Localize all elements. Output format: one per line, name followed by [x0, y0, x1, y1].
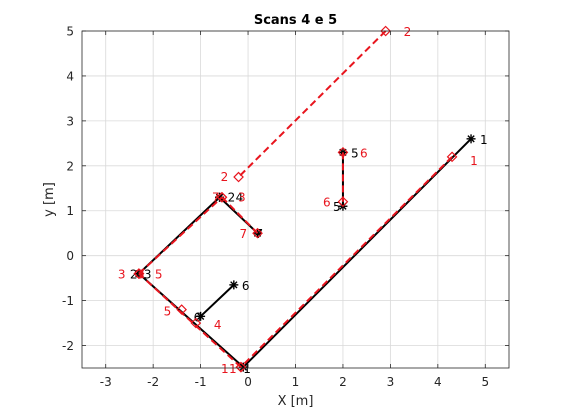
y-tick-label: 4 [66, 69, 74, 83]
asterisk-marker [467, 134, 476, 143]
point-label-red: 3 [137, 268, 145, 282]
point-label-red: 1 [221, 362, 229, 376]
x-tick-label: 2 [339, 375, 347, 389]
point-label-red: 2 [221, 170, 229, 184]
y-tick-label: 1 [66, 204, 74, 218]
point-label-black: 1 [243, 362, 251, 376]
y-axis-label: y [m] [42, 182, 57, 217]
point-label-black: 5 [351, 146, 359, 160]
y-tick-label: 3 [66, 114, 74, 128]
x-tick-label: 1 [292, 375, 300, 389]
x-tick-label: 4 [434, 375, 442, 389]
point-label-red: 1 [470, 154, 478, 168]
point-label-red: 3 [118, 268, 126, 282]
x-tick-label: -3 [100, 375, 112, 389]
x-tick-label: -1 [195, 375, 207, 389]
y-tick-label: 2 [66, 159, 74, 173]
point-label-red: 7 [212, 190, 220, 204]
x-tick-label: 3 [387, 375, 395, 389]
point-label-red: 6 [323, 196, 331, 210]
x-axis-label: X [m] [278, 394, 314, 409]
point-label-black: 1 [480, 133, 488, 147]
y-tick-label: -1 [62, 294, 74, 308]
y-tick-label: 0 [66, 249, 74, 263]
chart-title: Scans 4 e 5 [254, 13, 337, 28]
point-label-red: 7 [240, 227, 248, 241]
y-tick-label: 5 [66, 25, 74, 39]
x-tick-label: 5 [481, 375, 489, 389]
x-tick-label: 0 [244, 375, 252, 389]
point-label-red: 2 [404, 25, 412, 39]
point-label-red: 4 [214, 318, 222, 332]
point-label-black: 2 [228, 190, 236, 204]
point-label-red: 5 [155, 268, 163, 282]
point-label-red: 5 [164, 305, 172, 319]
point-label-red: 3 [238, 190, 246, 204]
y-tick-label: -2 [62, 339, 74, 353]
asterisk-marker [229, 280, 238, 289]
point-label-red: 6 [360, 146, 368, 160]
point-label-red: 1 [229, 362, 237, 376]
x-tick-label: -2 [147, 375, 159, 389]
point-label-black: 6 [242, 279, 250, 293]
point-label-black: 3 [144, 268, 152, 282]
